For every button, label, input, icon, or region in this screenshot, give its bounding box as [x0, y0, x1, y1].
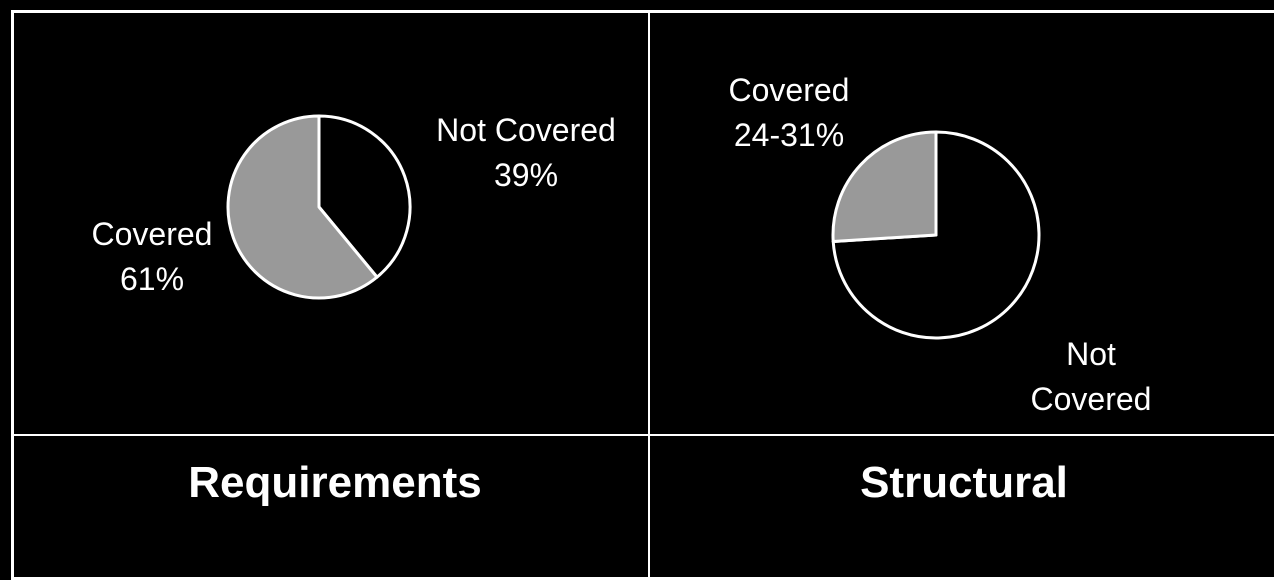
pie-0-slice-0	[317, 114, 412, 279]
pie-0-slice-0-label: Not Covered 39%	[436, 112, 616, 193]
pie-1-slice-0-label: Not Covered	[1031, 336, 1152, 417]
pie-1-slice-1	[831, 130, 938, 243]
panel-divider-vertical	[648, 10, 650, 577]
pie-0-slice-1	[226, 114, 379, 300]
chart-title-requirements: Requirements	[188, 458, 482, 507]
panel-divider-horizontal	[11, 434, 1274, 436]
pie-0-slice-1-label: Covered 61%	[92, 216, 213, 297]
pie-1-slice-1-label: Covered 24-31%	[729, 72, 850, 153]
chart-title-structural: Structural	[860, 458, 1068, 507]
